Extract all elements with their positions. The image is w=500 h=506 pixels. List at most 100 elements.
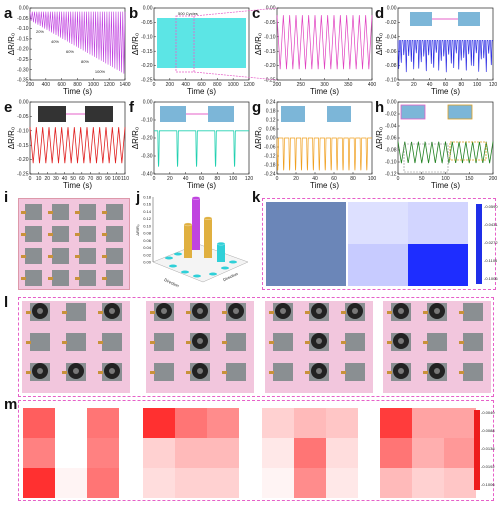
panel-l-frame xyxy=(18,297,494,397)
xtick-label-f: 80 xyxy=(215,176,221,182)
colorbar-tick-k: -0.0431 xyxy=(484,222,498,227)
electrode-l xyxy=(341,371,346,374)
sensor-cell-l xyxy=(273,363,293,381)
flat-disc-j xyxy=(229,260,237,264)
ylabel-j: Direction xyxy=(222,271,238,282)
electrode-l xyxy=(150,311,155,314)
ztick-label-j: 0.16 xyxy=(143,202,152,207)
electrode xyxy=(75,233,80,236)
xtick-label-b: 600 xyxy=(197,82,206,88)
weight-hub xyxy=(37,308,43,314)
ytick-label-a: -0.20 xyxy=(17,47,29,53)
xtick-label-f: 60 xyxy=(199,176,205,182)
group-box-h xyxy=(403,143,449,173)
xtick-label-b: 0 xyxy=(153,82,156,88)
ytick-label-d: 0.00 xyxy=(387,6,397,12)
xlabel-b: Time (s) xyxy=(187,87,216,96)
xtick-label-e: 10 xyxy=(36,176,42,182)
bar-j xyxy=(184,224,192,258)
electrode-l xyxy=(222,341,227,344)
electrode xyxy=(48,233,53,236)
label-b: b xyxy=(129,5,139,22)
electrode xyxy=(75,255,80,258)
electrode xyxy=(75,277,80,280)
heat-cell-m xyxy=(207,468,239,498)
xtick-label-g: 40 xyxy=(312,176,318,182)
weight-hub xyxy=(197,308,203,314)
xtick-label-e: 60 xyxy=(79,176,85,182)
ytick-label-b: -0.25 xyxy=(141,78,153,84)
ytick-label-g: 0.06 xyxy=(266,127,276,133)
ytick-label-h: -0.10 xyxy=(385,160,397,166)
bar-top-j xyxy=(216,242,226,246)
weight-hub xyxy=(280,308,286,314)
inset-photo-h xyxy=(400,104,426,120)
sensor-cell-l xyxy=(102,333,122,351)
xtick-label-g: 60 xyxy=(331,176,337,182)
heat-cell-m xyxy=(87,438,119,468)
xtick-label-a: 400 xyxy=(42,82,51,88)
xtick-label-h: 200 xyxy=(489,176,498,182)
sensor-array-photo-i xyxy=(18,198,130,290)
electrode-l xyxy=(98,371,103,374)
ztick-label-j: 0.10 xyxy=(143,223,152,228)
ytick-label-e: -0.25 xyxy=(17,172,29,178)
heat-cell-m xyxy=(175,468,207,498)
xtick-label-g: 20 xyxy=(293,176,299,182)
xtick-label-a: 1400 xyxy=(119,82,130,88)
electrode xyxy=(48,277,53,280)
electrode-l xyxy=(26,311,31,314)
sensor-cell-l xyxy=(226,363,246,381)
heat-cell-m xyxy=(23,438,55,468)
electrode-l xyxy=(269,311,274,314)
xtick-label-h: 100 xyxy=(441,176,450,182)
ytick-label-f: -0.10 xyxy=(141,118,153,124)
heat-cell-m xyxy=(23,468,55,498)
heat-cell-m xyxy=(294,438,326,468)
inset-photo-e xyxy=(38,106,66,122)
weight-hub xyxy=(233,308,239,314)
electrode xyxy=(21,277,26,280)
xtick-label-h: 0 xyxy=(397,176,400,182)
ytick-label-h: -0.04 xyxy=(385,124,397,130)
ytick-label-e: -0.05 xyxy=(17,114,29,120)
sensor-cell xyxy=(25,226,42,242)
xlabel-e: Time (s) xyxy=(63,181,92,190)
electrode-l xyxy=(26,371,31,374)
xtick-label-a: 800 xyxy=(73,82,82,88)
label-i: i xyxy=(4,189,9,206)
electrode-l xyxy=(186,371,191,374)
ytick-label-g: 0.00 xyxy=(266,136,276,142)
sensor-cell-l xyxy=(427,333,447,351)
ytick-label-h: 0.00 xyxy=(387,100,397,106)
weight-hub xyxy=(109,308,115,314)
ytick-label-a: -0.05 xyxy=(17,16,29,22)
sensor-cell xyxy=(79,248,96,264)
xtick-label-b: 1200 xyxy=(243,82,254,88)
panel-k-frame xyxy=(262,198,496,290)
sensor-cell-l xyxy=(345,363,365,381)
weight-hub xyxy=(434,308,440,314)
electrode-l xyxy=(387,311,392,314)
colorbar-k xyxy=(476,204,482,284)
ylabel-c: ΔR/R₀ xyxy=(254,33,263,55)
ytick-label-h: -0.06 xyxy=(385,136,397,142)
ztick-label-j: 0.04 xyxy=(143,245,152,250)
sensor-cell xyxy=(25,270,42,286)
sensor-cell xyxy=(79,226,96,242)
sensor-cell xyxy=(79,204,96,220)
label-g: g xyxy=(252,99,262,116)
electrode xyxy=(21,233,26,236)
label-l: l xyxy=(4,294,9,311)
group-box-h xyxy=(449,141,487,161)
ytick-label-a: -0.15 xyxy=(17,36,29,42)
sensor-cell-l xyxy=(154,333,174,351)
ytick-label-c: 0.00 xyxy=(266,6,276,12)
colorbar-tick-m: -0.0040 xyxy=(481,410,495,415)
heat-cell-m xyxy=(87,408,119,438)
electrode-l xyxy=(26,341,31,344)
ztick-label-j: 0.02 xyxy=(143,252,152,257)
sensor-cell xyxy=(25,204,42,220)
electrode-l xyxy=(305,311,310,314)
xtick-label-f: 20 xyxy=(167,176,173,182)
